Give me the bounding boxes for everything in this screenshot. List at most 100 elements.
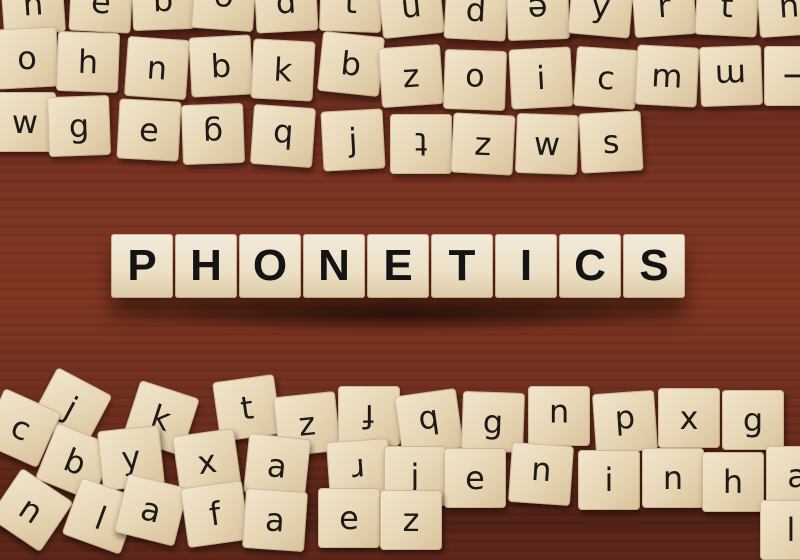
letter-tile: t bbox=[390, 114, 452, 174]
tile-letter: o bbox=[16, 38, 38, 78]
letter-tile: i bbox=[764, 46, 800, 106]
headline-letter-tile: E bbox=[367, 234, 429, 298]
tile-letter: c bbox=[5, 407, 37, 449]
tile-letter: g bbox=[482, 402, 504, 442]
tile-letter: u bbox=[548, 397, 570, 435]
tile-letter: g bbox=[202, 114, 224, 154]
letter-tile: w bbox=[0, 92, 56, 152]
headline-letter-tile: S bbox=[623, 234, 685, 298]
letter-tile: g bbox=[46, 94, 112, 158]
letter-tile: e bbox=[318, 488, 380, 548]
tile-letter: h bbox=[77, 42, 99, 82]
tile-letter: n bbox=[145, 48, 169, 88]
letter-tile: n bbox=[123, 35, 191, 101]
headline-letter-tile: P bbox=[111, 234, 173, 298]
letter-tile: a bbox=[766, 446, 800, 506]
tile-letter: a bbox=[136, 489, 166, 531]
tile-letter: h bbox=[722, 463, 744, 501]
letter-tile: b bbox=[130, 0, 196, 32]
tile-letter: j bbox=[58, 389, 84, 427]
tile-letter: b bbox=[416, 401, 442, 443]
letter-tile: i bbox=[578, 450, 640, 510]
letter-tile: t bbox=[318, 0, 384, 34]
tile-letter: f bbox=[363, 397, 375, 435]
tile-letter: a bbox=[263, 500, 287, 540]
tile-letter: i bbox=[776, 72, 800, 81]
tile-shadow bbox=[120, 296, 680, 334]
tile-letter: e bbox=[90, 0, 112, 22]
letter-tile: l bbox=[760, 500, 800, 560]
tile-letter: d bbox=[274, 0, 298, 22]
tile-letter: t bbox=[238, 388, 256, 428]
tile-letter: n bbox=[21, 0, 45, 24]
letter-tile: c bbox=[572, 45, 640, 111]
tile-letter: e bbox=[339, 499, 359, 537]
tile-letter: t bbox=[719, 0, 735, 26]
tile-letter: n bbox=[11, 488, 51, 532]
tile-letter: z bbox=[402, 501, 420, 539]
tile-letter: e bbox=[527, 0, 549, 30]
tile-letter: m bbox=[714, 56, 748, 96]
letter-tile: b bbox=[317, 30, 385, 98]
tile-letter: d bbox=[464, 0, 488, 30]
tile-letter: y bbox=[119, 438, 143, 478]
letter-tile: b bbox=[249, 103, 317, 169]
letter-tile: j bbox=[320, 108, 386, 172]
tile-letter: y bbox=[589, 0, 613, 26]
tile-letter: n bbox=[662, 459, 684, 497]
letter-tile: e bbox=[444, 448, 506, 508]
tile-letter: u bbox=[398, 0, 424, 26]
headline-letter-tile: H bbox=[175, 234, 237, 298]
letter-tile: m bbox=[634, 44, 700, 108]
letter-tile: e bbox=[68, 0, 134, 34]
tile-letter: l bbox=[786, 511, 796, 549]
tile-letter: j bbox=[347, 120, 359, 160]
tile-letter: t bbox=[344, 0, 358, 22]
letter-tile: z bbox=[377, 43, 445, 109]
letter-tile: g bbox=[180, 102, 246, 166]
letter-tile: y bbox=[567, 0, 635, 39]
letter-tile: o bbox=[0, 26, 60, 90]
letter-tile: h bbox=[55, 30, 121, 94]
tile-letter: j bbox=[410, 457, 420, 495]
tile-letter: i bbox=[535, 58, 547, 98]
letter-tile: u bbox=[507, 441, 575, 507]
letter-tile: g bbox=[722, 390, 784, 450]
tile-letter: k bbox=[272, 50, 294, 90]
tile-letter: e bbox=[212, 0, 236, 20]
letter-tile: h bbox=[702, 452, 764, 512]
headline-letter-tile: N bbox=[303, 234, 365, 298]
letter-tile: t bbox=[694, 0, 760, 38]
letter-tile: w bbox=[514, 112, 580, 176]
letter-tile: s bbox=[578, 110, 644, 174]
letter-tile: d bbox=[443, 0, 509, 42]
letter-tile: z bbox=[450, 112, 516, 176]
letter-tile: h bbox=[755, 0, 800, 39]
tile-letter: g bbox=[68, 106, 90, 146]
tile-letter: w bbox=[11, 103, 39, 141]
letter-tile: a bbox=[241, 487, 309, 553]
letter-tile: f bbox=[338, 386, 400, 446]
tile-letter: i bbox=[604, 461, 614, 499]
tile-letter: a bbox=[787, 457, 800, 495]
letter-tile: n bbox=[642, 448, 704, 508]
tile-letter: t bbox=[414, 125, 428, 163]
tile-letter: z bbox=[473, 124, 493, 164]
tile-letter: b bbox=[152, 0, 174, 20]
letter-tile: u bbox=[528, 386, 590, 446]
tile-letter: u bbox=[529, 454, 553, 494]
letter-tile: o bbox=[442, 48, 508, 112]
tile-letter: g bbox=[742, 401, 764, 439]
tile-letter: x bbox=[679, 399, 699, 437]
headline-letter-tile: I bbox=[495, 234, 557, 298]
letter-tile: e bbox=[116, 98, 182, 162]
letter-tile: d bbox=[253, 0, 319, 34]
tile-letter: w bbox=[533, 124, 561, 164]
tile-letter: s bbox=[601, 122, 621, 162]
letter-tile: k bbox=[250, 38, 316, 102]
tile-letter: b bbox=[209, 46, 233, 86]
tile-letter: o bbox=[464, 60, 486, 100]
tile-letter: m bbox=[650, 56, 684, 96]
tile-letter: b bbox=[338, 44, 364, 84]
